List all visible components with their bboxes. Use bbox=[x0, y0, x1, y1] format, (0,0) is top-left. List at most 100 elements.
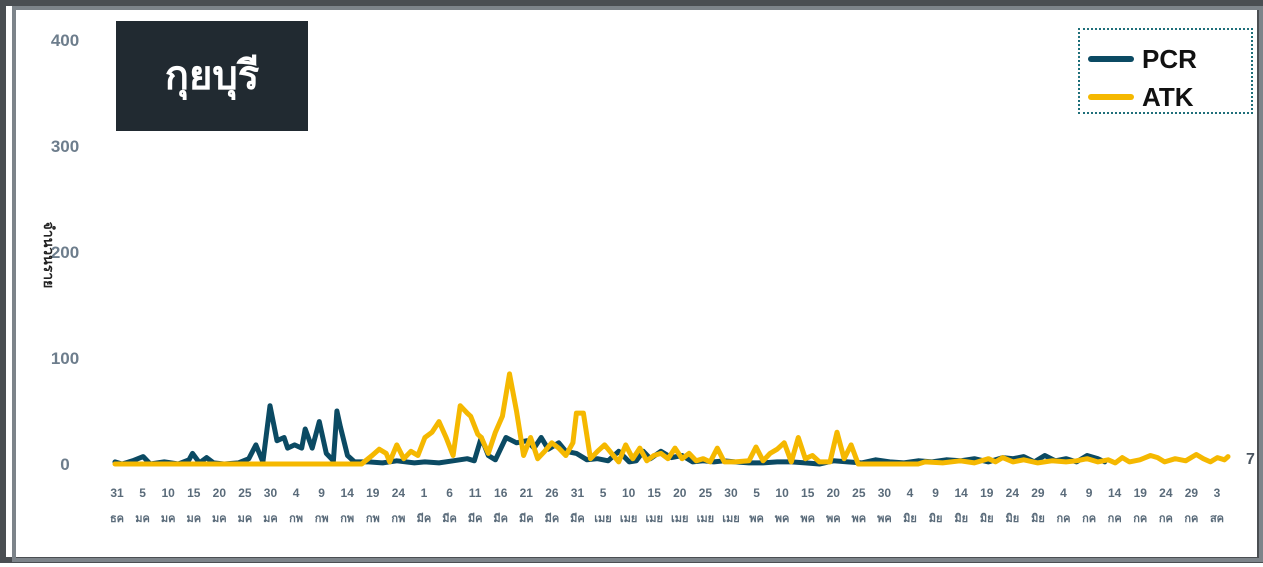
x-tick-month: กค bbox=[1133, 513, 1147, 525]
y-tick-label: 300 bbox=[51, 137, 79, 156]
x-tick-month: เมย bbox=[722, 513, 739, 525]
x-tick-month: มค bbox=[263, 513, 278, 525]
x-tick-day: 20 bbox=[673, 486, 687, 500]
x-tick-day: 31 bbox=[110, 486, 124, 500]
x-tick-day: 20 bbox=[213, 486, 227, 500]
x-tick-day: 30 bbox=[264, 486, 278, 500]
y-tick-label: 0 bbox=[60, 455, 69, 474]
x-tick-day: 19 bbox=[980, 486, 994, 500]
x-tick-day: 4 bbox=[1060, 486, 1067, 500]
x-tick-day: 1 bbox=[421, 486, 428, 500]
x-tick-day: 9 bbox=[932, 486, 939, 500]
x-tick-month: กค bbox=[1184, 513, 1198, 525]
plot-border bbox=[12, 6, 1263, 562]
x-tick-day: 25 bbox=[852, 486, 866, 500]
legend-swatch-pcr bbox=[1088, 56, 1134, 62]
x-tick-day: 19 bbox=[366, 486, 380, 500]
x-tick-month: มีค bbox=[519, 512, 534, 525]
x-tick-day: 25 bbox=[238, 486, 252, 500]
x-tick-month: มค bbox=[161, 513, 176, 525]
x-tick-month: มค bbox=[135, 513, 150, 525]
x-tick-day: 11 bbox=[469, 486, 482, 500]
x-tick-month: สค bbox=[1210, 513, 1224, 525]
end-value-label: 7 bbox=[1246, 451, 1255, 468]
y-tick-label: 200 bbox=[51, 243, 79, 262]
x-tick-month: พค bbox=[749, 513, 764, 525]
x-tick-day: 10 bbox=[161, 486, 175, 500]
legend-item-pcr: PCR bbox=[1080, 44, 1255, 74]
series-line-pcr bbox=[112, 403, 1108, 467]
x-tick-day: 30 bbox=[878, 486, 892, 500]
x-tick-day: 26 bbox=[545, 486, 559, 500]
x-tick-month: เมย bbox=[697, 513, 714, 525]
x-tick-month: เมย bbox=[645, 513, 662, 525]
x-tick-day: 31 bbox=[571, 486, 585, 500]
x-tick-day: 25 bbox=[699, 486, 713, 500]
x-tick-day: 19 bbox=[1134, 486, 1148, 500]
x-tick-day: 14 bbox=[1108, 486, 1122, 500]
x-tick-day: 5 bbox=[600, 486, 607, 500]
x-tick-day: 24 bbox=[1159, 486, 1173, 500]
x-tick-month: กค bbox=[1159, 513, 1173, 525]
x-tick-month: มีค bbox=[493, 512, 508, 525]
title-box: กุยบุรี bbox=[116, 21, 308, 131]
x-tick-month: พค bbox=[852, 513, 867, 525]
x-tick-day: 29 bbox=[1185, 486, 1199, 500]
x-tick-day: 4 bbox=[907, 486, 914, 500]
x-tick-month: มีค bbox=[468, 512, 483, 525]
x-tick-day: 16 bbox=[494, 486, 508, 500]
x-tick-day: 4 bbox=[293, 486, 300, 500]
x-tick-day: 14 bbox=[955, 486, 969, 500]
x-tick-month: เมย bbox=[620, 513, 637, 525]
x-tick-month: พค bbox=[877, 513, 892, 525]
x-tick-month: มีค bbox=[545, 512, 560, 525]
x-tick-month: มีค bbox=[417, 512, 432, 525]
x-tick-month: กพ bbox=[289, 513, 303, 525]
legend-swatch-atk bbox=[1088, 94, 1134, 100]
x-tick-month: พค bbox=[775, 513, 790, 525]
x-tick-day: 9 bbox=[1086, 486, 1093, 500]
x-tick-month: กพ bbox=[315, 513, 329, 525]
chart-title: กุยบุรี bbox=[164, 53, 260, 99]
x-tick-month: พค bbox=[826, 513, 841, 525]
x-tick-day: 21 bbox=[520, 486, 534, 500]
x-tick-month: ธค bbox=[110, 513, 124, 525]
x-tick-month: กพ bbox=[340, 513, 354, 525]
x-tick-day: 10 bbox=[775, 486, 789, 500]
x-tick-month: กพ bbox=[366, 513, 380, 525]
x-tick-month: มิย bbox=[1005, 512, 1019, 525]
x-tick-day: 29 bbox=[1031, 486, 1045, 500]
x-tick-day: 15 bbox=[648, 486, 662, 500]
x-tick-day: 10 bbox=[622, 486, 636, 500]
x-tick-day: 24 bbox=[1006, 486, 1020, 500]
x-tick-month: กค bbox=[1082, 513, 1096, 525]
y-axis-label: จำนวนราย bbox=[41, 222, 57, 289]
x-tick-month: พค bbox=[800, 513, 815, 525]
series-line-atk bbox=[112, 371, 1231, 467]
x-tick-month: มค bbox=[186, 513, 201, 525]
y-tick-label: 100 bbox=[51, 349, 79, 368]
x-tick-day: 6 bbox=[446, 486, 453, 500]
x-tick-month: มีค bbox=[570, 512, 585, 525]
x-tick-day: 20 bbox=[827, 486, 841, 500]
legend-item-atk: ATK bbox=[1080, 82, 1255, 112]
y-tick-label: 400 bbox=[51, 31, 79, 50]
x-tick-month: มค bbox=[238, 513, 253, 525]
x-tick-month: มีค bbox=[442, 512, 457, 525]
x-tick-month: มิย bbox=[980, 512, 994, 525]
x-tick-month: มิย bbox=[1031, 512, 1045, 525]
x-tick-day: 9 bbox=[318, 486, 325, 500]
x-tick-month: มค bbox=[212, 513, 227, 525]
x-tick-day: 15 bbox=[801, 486, 815, 500]
legend-label-atk: ATK bbox=[1142, 82, 1194, 112]
x-tick-month: กพ bbox=[391, 513, 405, 525]
legend: PCR ATK bbox=[1078, 28, 1253, 114]
x-tick-month: มิย bbox=[903, 512, 917, 525]
x-tick-day: 3 bbox=[1214, 486, 1221, 500]
x-tick-month: กค bbox=[1056, 513, 1070, 525]
x-tick-day: 24 bbox=[392, 486, 406, 500]
x-tick-month: เมย bbox=[671, 513, 688, 525]
x-tick-month: มิย bbox=[929, 512, 943, 525]
